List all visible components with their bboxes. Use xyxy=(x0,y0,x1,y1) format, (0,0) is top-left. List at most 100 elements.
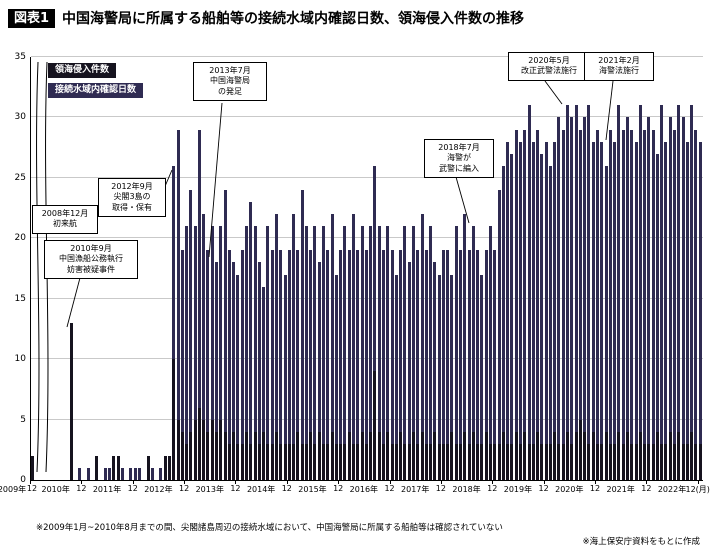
bar-intrusions xyxy=(266,443,270,480)
bar-contiguous-days xyxy=(604,165,608,480)
bar-intrusions xyxy=(501,431,505,480)
bar-intrusions xyxy=(604,431,608,480)
bar-contiguous-days xyxy=(480,274,484,480)
bar-contiguous-days xyxy=(557,117,561,480)
bar-intrusions xyxy=(352,443,356,480)
bar-intrusions xyxy=(300,443,304,480)
x-tick-mark xyxy=(30,480,31,484)
bar-intrusions xyxy=(617,431,621,480)
bar-contiguous-days xyxy=(441,250,445,480)
bar-contiguous-days xyxy=(429,226,433,480)
bar-intrusions xyxy=(185,443,189,480)
bar-contiguous-days xyxy=(377,226,381,480)
bar-intrusions xyxy=(544,443,548,480)
x-dec-label: 12(月) xyxy=(685,485,710,494)
bar-contiguous-days xyxy=(531,141,535,480)
y-tick-label: 20 xyxy=(14,233,26,244)
bar-contiguous-days xyxy=(253,226,257,480)
bar-contiguous-days xyxy=(587,105,591,480)
bar-contiguous-days xyxy=(433,262,437,480)
bar-intrusions xyxy=(283,443,287,480)
bar-intrusions xyxy=(420,431,424,480)
bar-contiguous-days xyxy=(334,274,338,480)
bar-contiguous-days xyxy=(360,226,364,480)
bar-intrusions xyxy=(377,431,381,480)
bar-contiguous-days xyxy=(420,214,424,480)
bar-intrusions xyxy=(570,443,574,480)
bar-intrusions xyxy=(488,443,492,480)
x-year-label: 2011年 xyxy=(92,485,122,494)
bar-contiguous-days xyxy=(159,467,163,480)
bar-intrusions xyxy=(673,443,677,480)
bar-contiguous-days xyxy=(262,286,266,480)
bar-intrusions xyxy=(450,431,454,480)
bar-contiguous-days xyxy=(399,250,403,480)
bar-intrusions xyxy=(531,443,535,480)
bar-intrusions xyxy=(236,443,240,480)
bar-intrusions xyxy=(655,431,659,480)
bar-intrusions xyxy=(536,431,540,480)
bar-intrusions xyxy=(364,443,368,480)
x-year-label: 2019年 xyxy=(503,485,533,494)
bar-contiguous-days xyxy=(454,226,458,480)
bar-intrusions xyxy=(411,431,415,480)
bar-intrusions xyxy=(613,443,617,480)
bar-intrusions xyxy=(356,443,360,480)
bar-intrusions xyxy=(471,431,475,480)
bar-contiguous-days xyxy=(510,153,514,480)
bar-intrusions xyxy=(167,455,171,480)
x-year-label: 2012年 xyxy=(144,485,173,494)
bar-contiguous-days xyxy=(527,105,531,480)
annotation-line: 取得・保有 xyxy=(112,202,152,212)
bar-contiguous-days xyxy=(488,226,492,480)
bar-intrusions xyxy=(172,359,176,480)
bar-contiguous-days xyxy=(583,117,587,480)
bar-intrusions xyxy=(643,443,647,480)
bar-contiguous-days xyxy=(197,129,201,480)
x-dec-label: 12 xyxy=(76,484,87,493)
bar-intrusions xyxy=(467,443,471,480)
plot-area xyxy=(30,56,703,481)
bar-contiguous-days xyxy=(223,189,227,480)
bar-intrusions xyxy=(634,443,638,480)
annotation-2008-first-arrival: 2008年12月 初来航 xyxy=(32,205,98,234)
x-dec-label: 12 xyxy=(26,484,38,493)
bar-intrusions xyxy=(463,431,467,480)
bar-contiguous-days xyxy=(232,262,236,480)
bar-intrusions xyxy=(215,431,219,480)
bar-contiguous-days xyxy=(595,129,599,480)
bar-intrusions xyxy=(249,443,253,480)
bar-intrusions xyxy=(685,443,689,480)
figure-badge: 図表1 xyxy=(8,8,56,28)
bar-contiguous-days xyxy=(185,226,189,480)
x-tick-mark xyxy=(286,480,288,484)
bar-contiguous-days xyxy=(660,105,664,480)
bar-intrusions xyxy=(484,431,488,480)
bar-intrusions xyxy=(668,431,672,480)
annotation-2020-pap-law: 2020年5月 改正武警法施行 xyxy=(508,52,590,81)
x-year-label: 2018年 xyxy=(452,485,481,494)
bar-contiguous-days xyxy=(651,129,655,480)
bar-contiguous-days xyxy=(634,141,638,480)
legend: 領海侵入件数 接続水域内確認日数 xyxy=(48,63,144,98)
bar-intrusions xyxy=(232,431,236,480)
bar-intrusions xyxy=(394,443,398,480)
bar-intrusions xyxy=(343,443,347,480)
bar-intrusions xyxy=(334,443,338,480)
x-tick-mark xyxy=(697,480,699,484)
bar-intrusions xyxy=(146,455,150,480)
bar-intrusions xyxy=(437,443,441,480)
bar-contiguous-days xyxy=(352,214,356,480)
bar-intrusions xyxy=(561,443,565,480)
legend-contiguous: 接続水域内確認日数 xyxy=(48,83,144,98)
bar-contiguous-days xyxy=(309,250,313,480)
bar-contiguous-days xyxy=(245,226,248,480)
bar-contiguous-days xyxy=(407,262,411,480)
bar-intrusions xyxy=(540,443,544,480)
bar-intrusions xyxy=(557,443,561,480)
bar-intrusions xyxy=(621,443,625,480)
x-tick-mark xyxy=(440,480,442,484)
x-dec-label: 12 xyxy=(538,484,549,493)
bar-intrusions xyxy=(403,443,407,480)
bar-intrusions xyxy=(31,455,34,480)
